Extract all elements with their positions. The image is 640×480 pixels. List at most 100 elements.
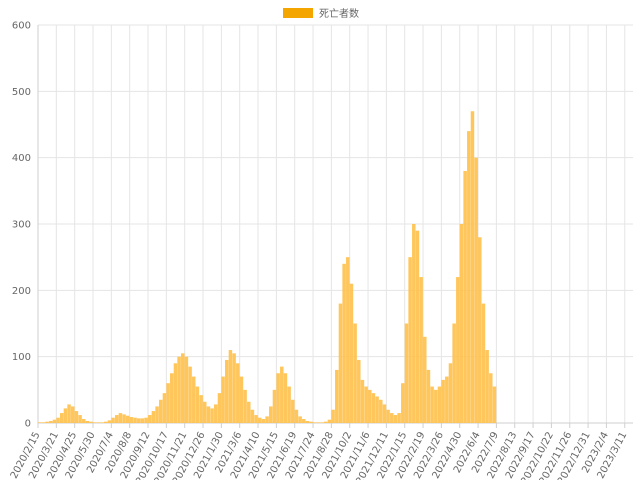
data-bar bbox=[437, 386, 442, 423]
chart-bars bbox=[38, 111, 497, 423]
data-bar bbox=[144, 417, 148, 423]
data-bar bbox=[283, 373, 288, 423]
data-bar bbox=[445, 376, 449, 423]
data-bar bbox=[386, 409, 390, 423]
data-bar bbox=[335, 369, 339, 423]
data-bar bbox=[100, 422, 104, 423]
data-bar bbox=[492, 386, 497, 423]
x-axis: 2020/2/152020/3/212020/4/252020/5/302020… bbox=[9, 423, 629, 480]
data-bar bbox=[430, 386, 434, 423]
data-bar bbox=[382, 404, 387, 423]
data-bar bbox=[140, 418, 145, 423]
data-bar bbox=[60, 413, 64, 423]
y-tick-label: 300 bbox=[12, 220, 31, 231]
data-bar bbox=[195, 386, 200, 423]
data-bar bbox=[85, 421, 90, 423]
data-bar bbox=[258, 417, 262, 423]
data-bar bbox=[397, 413, 401, 423]
data-bar bbox=[368, 389, 372, 423]
data-bar bbox=[448, 363, 453, 423]
data-bar bbox=[280, 366, 284, 423]
data-bar bbox=[228, 350, 233, 423]
data-bar bbox=[254, 415, 258, 423]
data-bar bbox=[214, 404, 218, 423]
y-tick-label: 200 bbox=[12, 286, 31, 297]
data-bar bbox=[441, 379, 445, 423]
y-tick-label: 600 bbox=[12, 21, 31, 32]
data-bar bbox=[159, 399, 163, 423]
chart-grid bbox=[37, 24, 633, 424]
data-bar bbox=[67, 404, 71, 423]
data-bar bbox=[463, 170, 467, 423]
data-bar bbox=[452, 323, 456, 423]
data-bar bbox=[225, 359, 229, 423]
data-bar bbox=[247, 401, 251, 423]
data-bar bbox=[126, 415, 130, 423]
data-bar bbox=[221, 376, 225, 423]
data-bar bbox=[184, 356, 189, 423]
data-bar bbox=[118, 413, 123, 423]
data-bar bbox=[265, 416, 269, 423]
data-bar bbox=[404, 323, 409, 423]
data-bar bbox=[324, 421, 328, 423]
data-bar bbox=[298, 416, 302, 423]
legend-swatch bbox=[283, 8, 313, 18]
data-bar bbox=[38, 422, 42, 423]
data-bar bbox=[287, 386, 291, 423]
data-bar bbox=[41, 422, 46, 423]
legend-label: 死亡者数 bbox=[319, 7, 359, 20]
data-bar bbox=[408, 257, 412, 423]
data-bar bbox=[485, 350, 489, 423]
data-bar bbox=[305, 421, 310, 423]
data-bar bbox=[129, 417, 134, 423]
data-bar bbox=[203, 401, 207, 423]
data-bar bbox=[375, 396, 379, 423]
data-bar bbox=[192, 376, 196, 423]
data-bar bbox=[166, 383, 170, 423]
data-bar bbox=[217, 393, 222, 423]
data-bar bbox=[360, 379, 365, 423]
data-bar bbox=[45, 421, 49, 423]
data-bar bbox=[390, 413, 394, 423]
data-bar bbox=[188, 366, 192, 423]
y-tick-label: 500 bbox=[12, 87, 31, 98]
data-bar bbox=[137, 418, 141, 423]
data-bar bbox=[232, 353, 236, 423]
data-bar bbox=[309, 421, 313, 423]
chart-legend: 死亡者数 bbox=[283, 7, 359, 20]
data-bar bbox=[415, 230, 420, 423]
data-bar bbox=[346, 257, 350, 423]
data-bar bbox=[423, 336, 427, 423]
y-tick-label: 400 bbox=[12, 153, 31, 164]
data-bar bbox=[148, 415, 152, 423]
data-bar bbox=[434, 389, 438, 423]
data-bar bbox=[412, 224, 416, 423]
data-bar bbox=[393, 415, 398, 423]
data-bar bbox=[250, 409, 255, 423]
data-bar bbox=[481, 303, 486, 423]
data-bar bbox=[401, 383, 405, 423]
data-bar bbox=[71, 406, 75, 423]
data-bar bbox=[478, 237, 482, 423]
data-bar bbox=[426, 369, 431, 423]
data-bar bbox=[107, 420, 112, 423]
data-bar bbox=[96, 422, 101, 423]
data-bar bbox=[313, 422, 317, 423]
data-bar bbox=[272, 389, 277, 423]
data-bar bbox=[239, 376, 244, 423]
data-bar bbox=[459, 224, 464, 423]
data-bar bbox=[78, 415, 82, 423]
data-bar bbox=[474, 157, 478, 423]
data-bar bbox=[261, 419, 266, 423]
data-bar bbox=[243, 389, 247, 423]
data-bar bbox=[115, 415, 119, 423]
data-bar bbox=[291, 399, 295, 423]
data-bar bbox=[467, 131, 471, 423]
y-tick-label: 100 bbox=[12, 352, 31, 363]
data-bar bbox=[170, 373, 174, 423]
data-bar bbox=[111, 417, 115, 423]
data-bar bbox=[364, 386, 368, 423]
data-bar bbox=[210, 408, 214, 423]
data-bar bbox=[371, 393, 376, 423]
